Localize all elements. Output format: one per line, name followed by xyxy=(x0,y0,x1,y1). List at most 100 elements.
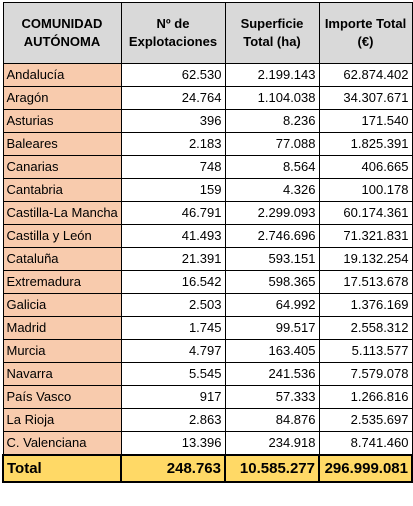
cell-superficie: 8.236 xyxy=(224,109,320,133)
table-header: COMUNIDAD AUTÓNOMA Nº de Explotaciones S… xyxy=(2,2,413,64)
cell-region: Extremadura xyxy=(2,270,122,294)
header-explotaciones-line2: Explotaciones xyxy=(128,34,218,49)
cell-explotaciones: 16.542 xyxy=(120,270,226,294)
header-importe: Importe Total (€) xyxy=(318,2,413,64)
cell-explotaciones: 13.396 xyxy=(120,431,226,456)
cell-importe: 2.558.312 xyxy=(318,316,413,340)
cell-region: Cantabria xyxy=(2,178,122,202)
header-superficie-line1: Superficie xyxy=(240,16,304,31)
header-importe-line2: (€) xyxy=(357,34,374,49)
table-row: Cataluña 21.391 593.151 19.132.254 xyxy=(2,247,413,271)
cell-region: Murcia xyxy=(2,339,122,363)
cell-region: C. Valenciana xyxy=(2,431,122,456)
total-explotaciones: 248.763 xyxy=(120,454,226,483)
table-row: Castilla y León 41.493 2.746.696 71.321.831 xyxy=(2,224,413,248)
header-importe-line1: Importe Total xyxy=(324,16,407,31)
cell-explotaciones: 748 xyxy=(120,155,226,179)
cell-region: Navarra xyxy=(2,362,122,386)
table-row: Baleares 2.183 77.088 1.825.391 xyxy=(2,132,413,156)
cell-superficie: 2.299.093 xyxy=(224,201,320,225)
cell-superficie: 593.151 xyxy=(224,247,320,271)
header-explotaciones: Nº de Explotaciones xyxy=(120,2,226,64)
table-row: Aragón 24.764 1.104.038 34.307.671 xyxy=(2,86,413,110)
header-superficie-line2: Total (ha) xyxy=(243,34,301,49)
cell-importe: 19.132.254 xyxy=(318,247,413,271)
cell-explotaciones: 917 xyxy=(120,385,226,409)
table-row: Castilla-La Mancha 46.791 2.299.093 60.174.… xyxy=(2,201,413,225)
cell-explotaciones: 46.791 xyxy=(120,201,226,225)
cell-importe: 1.376.169 xyxy=(318,293,413,317)
cell-superficie: 1.104.038 xyxy=(224,86,320,110)
header-superficie: Superficie Total (ha) xyxy=(224,2,320,64)
cell-importe: 1.266.816 xyxy=(318,385,413,409)
table-row: Asturias 396 8.236 171.540 xyxy=(2,109,413,133)
cell-region: Canarias xyxy=(2,155,122,179)
table-row: Navarra 5.545 241.536 7.579.078 xyxy=(2,362,413,386)
table-row: Murcia 4.797 163.405 5.113.577 xyxy=(2,339,413,363)
cell-explotaciones: 1.745 xyxy=(120,316,226,340)
header-comunidad: COMUNIDAD AUTÓNOMA xyxy=(2,2,122,64)
cell-region: Cataluña xyxy=(2,247,122,271)
cell-explotaciones: 5.545 xyxy=(120,362,226,386)
table-row: País Vasco 917 57.333 1.266.816 xyxy=(2,385,413,409)
cell-importe: 34.307.671 xyxy=(318,86,413,110)
total-row: Total 248.763 10.585.277 296.999.081 xyxy=(2,454,413,483)
table-row: Galicia 2.503 64.992 1.376.169 xyxy=(2,293,413,317)
total-importe: 296.999.081 xyxy=(318,454,413,483)
cell-superficie: 2.199.143 xyxy=(224,63,320,87)
cell-importe: 1.825.391 xyxy=(318,132,413,156)
cell-superficie: 77.088 xyxy=(224,132,320,156)
header-comunidad-line2: AUTÓNOMA xyxy=(23,34,101,49)
cell-importe: 8.741.460 xyxy=(318,431,413,456)
cell-explotaciones: 2.503 xyxy=(120,293,226,317)
cell-explotaciones: 159 xyxy=(120,178,226,202)
cell-superficie: 163.405 xyxy=(224,339,320,363)
table-body: Andalucía 62.530 2.199.143 62.874.402 Aragón… xyxy=(2,63,413,456)
cell-region: La Rioja xyxy=(2,408,122,432)
cell-importe: 406.665 xyxy=(318,155,413,179)
cell-superficie: 2.746.696 xyxy=(224,224,320,248)
cell-importe: 17.513.678 xyxy=(318,270,413,294)
cell-region: Baleares xyxy=(2,132,122,156)
table-row: La Rioja 2.863 84.876 2.535.697 xyxy=(2,408,413,432)
cell-region: Galicia xyxy=(2,293,122,317)
total-label: Total xyxy=(2,454,122,483)
cell-region: Castilla-La Mancha xyxy=(2,201,122,225)
cell-explotaciones: 396 xyxy=(120,109,226,133)
cell-superficie: 598.365 xyxy=(224,270,320,294)
cell-superficie: 99.517 xyxy=(224,316,320,340)
cell-region: Castilla y León xyxy=(2,224,122,248)
cell-explotaciones: 24.764 xyxy=(120,86,226,110)
total-superficie: 10.585.277 xyxy=(224,454,320,483)
cell-explotaciones: 62.530 xyxy=(120,63,226,87)
header-comunidad-line1: COMUNIDAD xyxy=(21,16,103,31)
cell-region: Madrid xyxy=(2,316,122,340)
table-footer: Total 248.763 10.585.277 296.999.081 xyxy=(2,454,413,483)
cell-importe: 5.113.577 xyxy=(318,339,413,363)
cell-region: Asturias xyxy=(2,109,122,133)
cell-superficie: 234.918 xyxy=(224,431,320,456)
header-row: COMUNIDAD AUTÓNOMA Nº de Explotaciones S… xyxy=(2,2,413,64)
cell-importe: 2.535.697 xyxy=(318,408,413,432)
cell-region: Andalucía xyxy=(2,63,122,87)
cell-superficie: 57.333 xyxy=(224,385,320,409)
data-table: COMUNIDAD AUTÓNOMA Nº de Explotaciones S… xyxy=(2,2,413,483)
header-explotaciones-line1: Nº de xyxy=(156,16,190,31)
cell-superficie: 84.876 xyxy=(224,408,320,432)
cell-explotaciones: 41.493 xyxy=(120,224,226,248)
cell-superficie: 241.536 xyxy=(224,362,320,386)
cell-region: País Vasco xyxy=(2,385,122,409)
cell-importe: 71.321.831 xyxy=(318,224,413,248)
cell-superficie: 8.564 xyxy=(224,155,320,179)
table-row: Cantabria 159 4.326 100.178 xyxy=(2,178,413,202)
cell-importe: 62.874.402 xyxy=(318,63,413,87)
cell-importe: 7.579.078 xyxy=(318,362,413,386)
cell-importe: 60.174.361 xyxy=(318,201,413,225)
table-row: C. Valenciana 13.396 234.918 8.741.460 xyxy=(2,431,413,456)
cell-superficie: 64.992 xyxy=(224,293,320,317)
cell-explotaciones: 21.391 xyxy=(120,247,226,271)
cell-superficie: 4.326 xyxy=(224,178,320,202)
table-row: Canarias 748 8.564 406.665 xyxy=(2,155,413,179)
cell-region: Aragón xyxy=(2,86,122,110)
table-row: Madrid 1.745 99.517 2.558.312 xyxy=(2,316,413,340)
